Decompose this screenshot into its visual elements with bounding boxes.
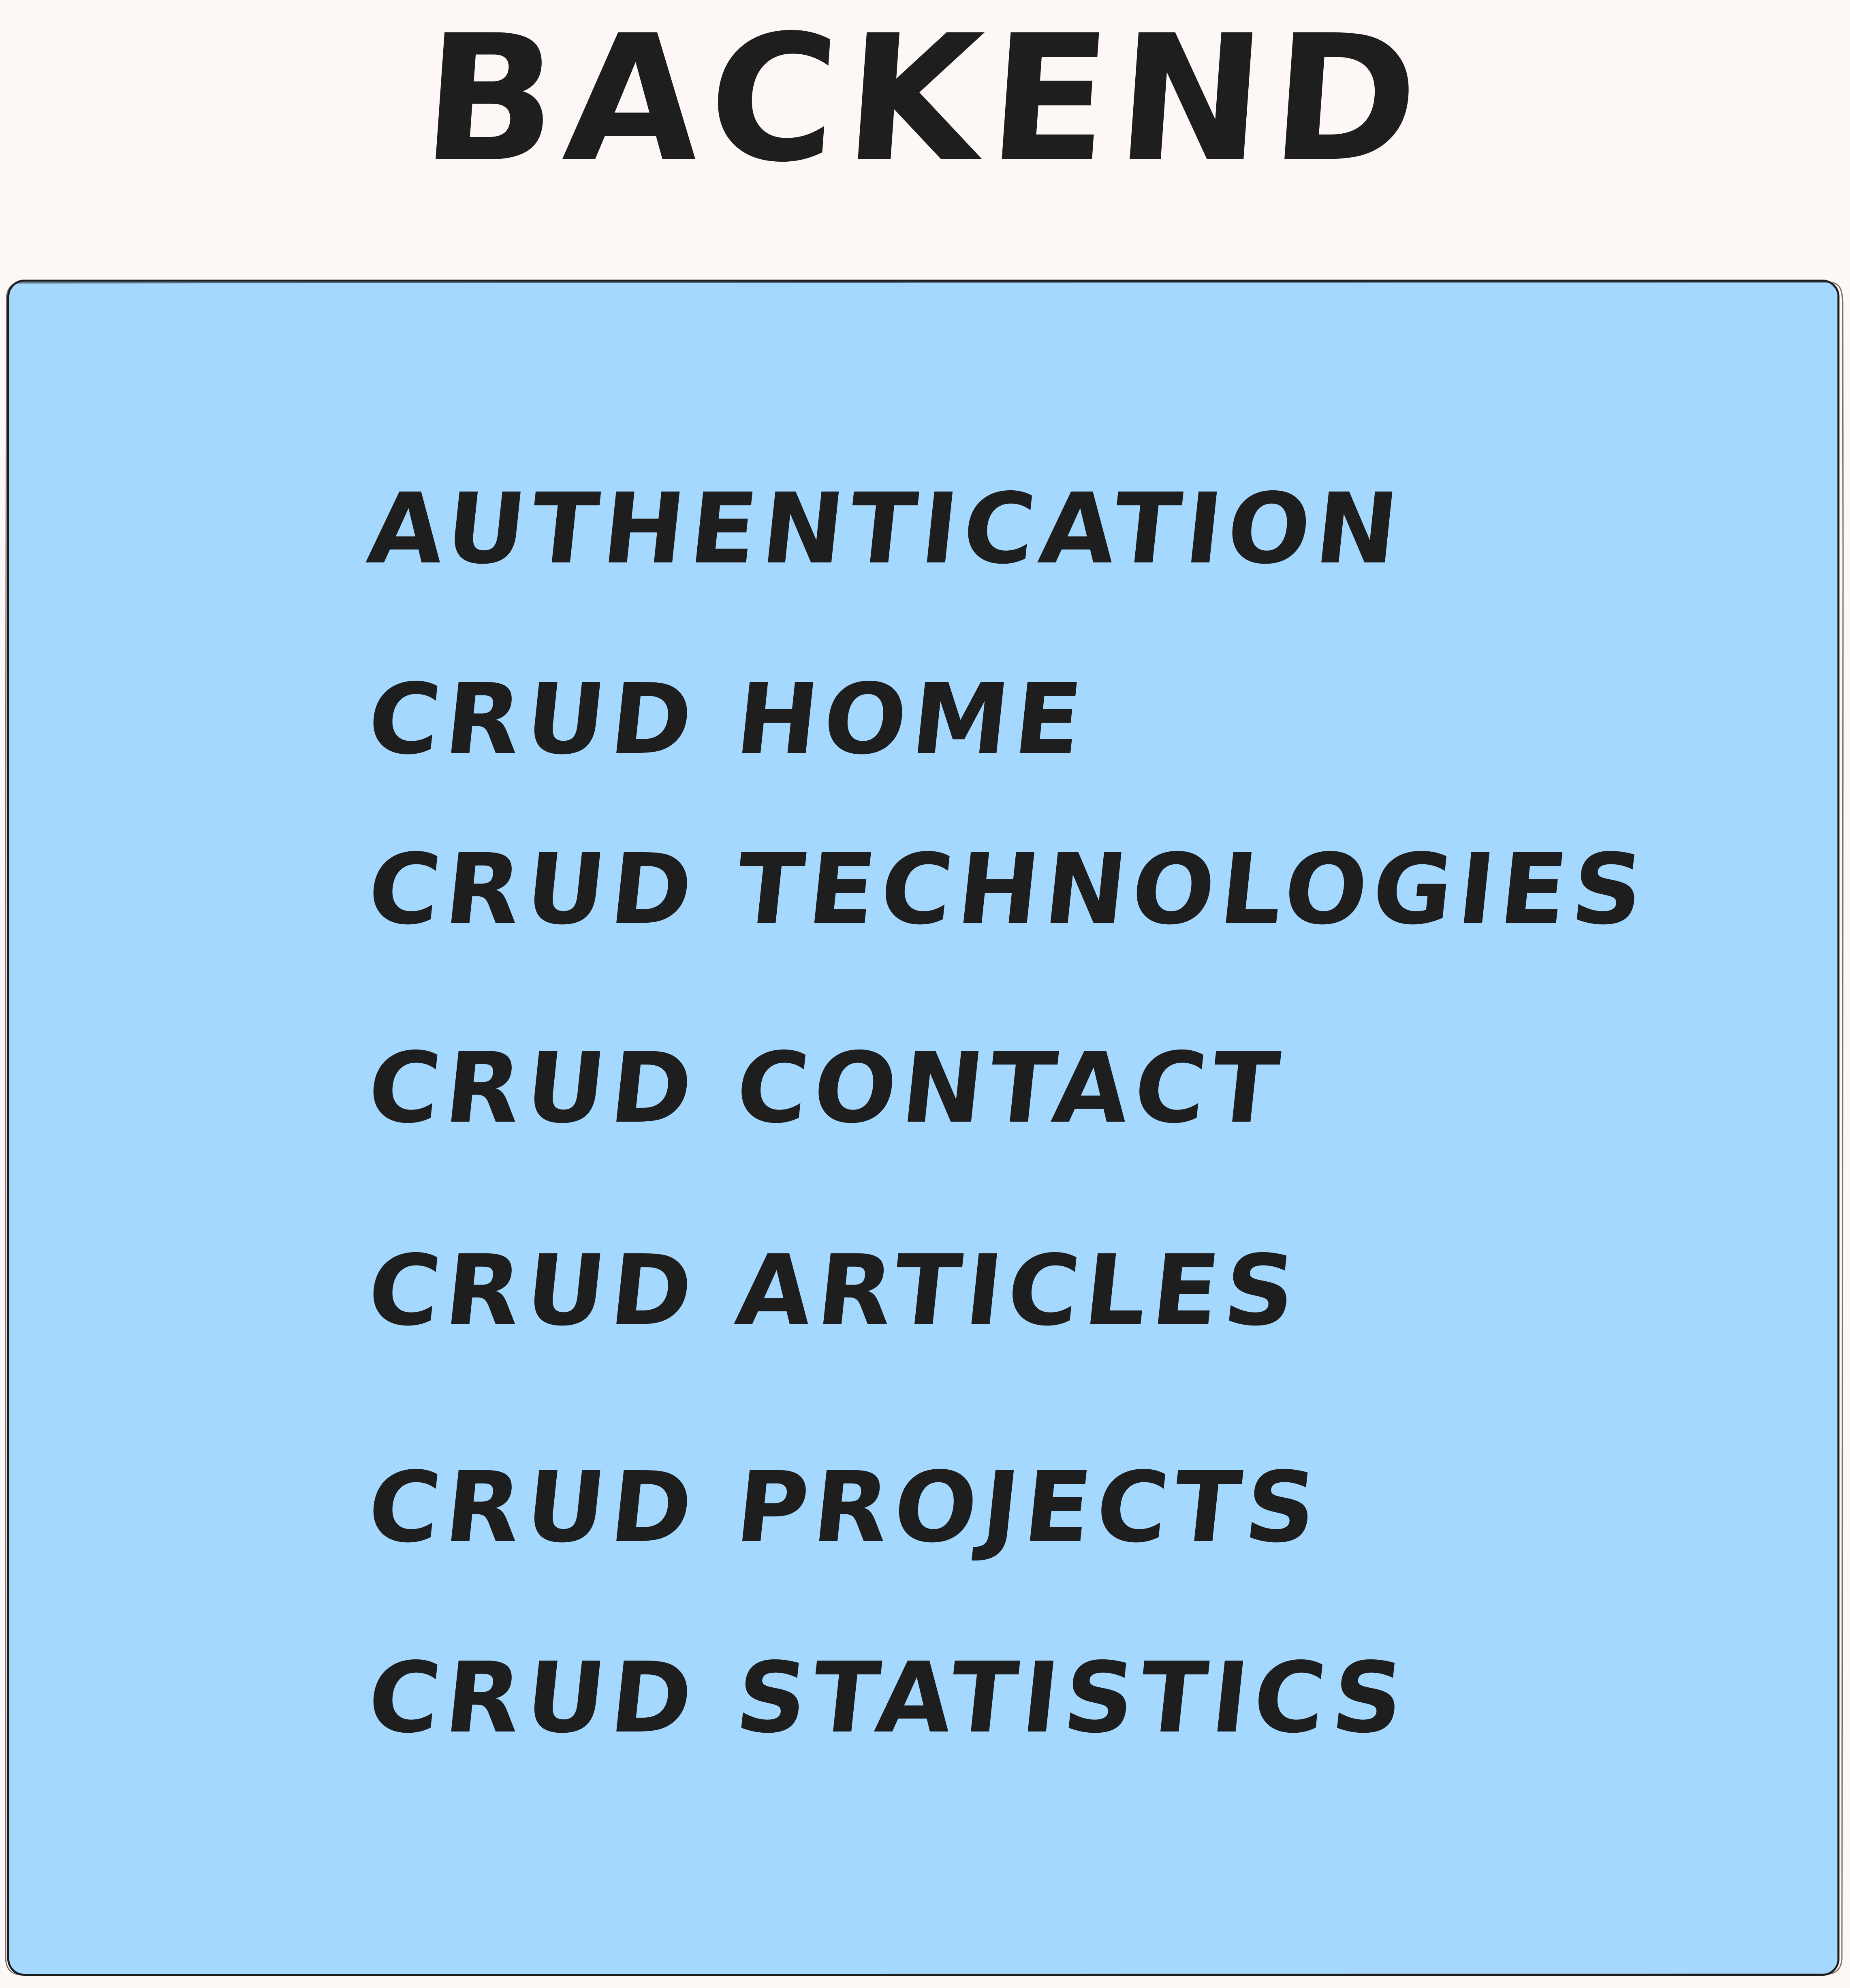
list-item-crud-articles: CRUD ARTICLES [363,1234,1306,1347]
list-item-crud-contact: CRUD CONTACT [363,1031,1290,1145]
list-item-crud-home: CRUD HOME [363,663,1093,776]
page-title: BACKEND [417,0,1433,201]
list-item-authentication: AUTHENTICATION [363,472,1409,586]
list-item-crud-projects: CRUD PROJECTS [363,1451,1327,1564]
list-item-crud-technologies: CRUD TECHNOLOGIES [363,833,1654,946]
list-item-crud-statistics: CRUD STATISTICS [363,1641,1414,1755]
